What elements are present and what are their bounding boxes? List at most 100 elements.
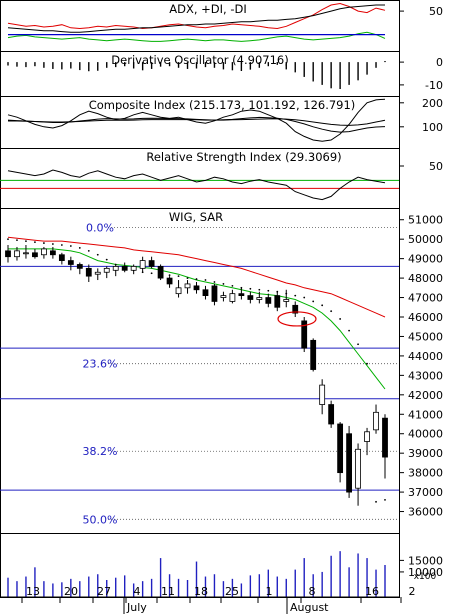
- y-tick-label: 48000: [408, 272, 443, 285]
- candle-up: [112, 266, 119, 271]
- candle-down: [76, 264, 83, 269]
- y-tick-label: 37000: [408, 486, 443, 499]
- adx-panel: ADX, +DI, -DI 50: [7, 2, 443, 42]
- y-tick-label: 10000: [408, 566, 443, 579]
- y-tick-label: 200: [422, 97, 443, 110]
- fibonacci-level-label: 23.6%: [83, 358, 118, 371]
- sar-dot: [339, 318, 342, 320]
- candle-down: [148, 260, 155, 267]
- y-tick-label: 50: [429, 160, 443, 173]
- candle-up: [14, 250, 20, 258]
- candle-down: [265, 297, 272, 304]
- sar-dot: [294, 294, 297, 297]
- candle-down: [166, 277, 173, 285]
- candle-up: [220, 295, 227, 298]
- candle-down: [49, 250, 56, 256]
- panel-frame-2: [0, 51, 400, 97]
- candle-up: [256, 297, 263, 300]
- y-tick-label: 47000: [408, 292, 443, 305]
- panel-frame-6: [0, 533, 400, 598]
- candle-up: [229, 293, 236, 302]
- sar-dot: [105, 258, 108, 261]
- candle-up: [94, 271, 101, 275]
- sar-dot: [357, 343, 359, 346]
- y-tick-label: 41000: [408, 408, 443, 421]
- sar-dot: [78, 247, 81, 249]
- candle-down: [328, 404, 335, 425]
- rsi-panel: Relative Strength Index (29.3069) 50: [0, 150, 443, 201]
- y-tick-label: 50000: [408, 233, 443, 246]
- sar-dot: [87, 249, 90, 252]
- x-tick-label: 16: [365, 585, 379, 598]
- chart-content: ADX, +DI, -DI 50 Derivative Oscillator (4.…: [0, 2, 443, 597]
- sar-dot: [150, 272, 153, 275]
- candle-down: [301, 320, 308, 349]
- candle-up: [41, 248, 47, 256]
- panel-frame-4: [0, 148, 400, 209]
- sar-dot: [213, 281, 216, 283]
- derivative-oscillator-panel: Derivative Oscillator (4.90716) 0 -10: [7, 53, 443, 92]
- sar-dot: [321, 304, 324, 307]
- sar-dot: [195, 278, 198, 280]
- candle-down: [211, 285, 218, 302]
- x-tick-label: 27: [97, 585, 111, 598]
- y-tick-label: 40000: [408, 428, 443, 441]
- month-label: July: [126, 601, 147, 614]
- composite-series-line-1: [7, 98, 386, 142]
- sar-dot: [258, 288, 261, 291]
- candle-down: [274, 295, 281, 308]
- sar-dot: [384, 498, 386, 501]
- y-tick-label: 50: [429, 5, 443, 18]
- sar-dot: [25, 240, 27, 243]
- candle-up: [355, 448, 361, 489]
- sar-dot: [366, 362, 368, 365]
- wig-price-panel: 0.0% 23.6% 38.2% 50.0% WIG, SAR 51000 50000 490…: [0, 210, 443, 526]
- month-label: August: [290, 601, 329, 614]
- sar-dot: [69, 245, 72, 247]
- sar-dot: [43, 242, 45, 244]
- adx-series-line-2: [7, 4, 385, 33]
- candle-up: [319, 384, 326, 405]
- candle-down: [157, 266, 164, 279]
- y-tick-label: 100: [422, 121, 443, 134]
- sar-dot: [16, 239, 18, 242]
- y-tick-label: 45000: [408, 330, 443, 343]
- sar-dot: [204, 279, 207, 281]
- composite-index-panel: Composite Index (215.173, 101.192, 126.7…: [7, 97, 443, 142]
- x-tick-label: 20: [64, 585, 78, 598]
- panel-title: Derivative Oscillator (4.90716): [111, 53, 288, 67]
- moving-average-green-line: [8, 248, 386, 390]
- sar-dot: [267, 289, 270, 292]
- sar-dot: [375, 500, 377, 503]
- y-tick-label: 36000: [408, 506, 443, 519]
- panel-title: Composite Index (215.173, 101.192, 126.7…: [89, 98, 356, 112]
- y-tick-label: -10: [425, 79, 443, 92]
- panel-title: Relative Strength Index (29.3069): [146, 150, 341, 164]
- x-tick-label: 1: [266, 585, 273, 598]
- panel-frame-5: [0, 208, 400, 534]
- chart-panels: [0, 0, 400, 598]
- candle-up: [103, 267, 110, 273]
- sar-dot: [312, 300, 315, 303]
- sar-dot: [186, 277, 189, 279]
- sar-dot: [34, 241, 36, 244]
- candle-up: [23, 252, 29, 255]
- candle-up: [139, 260, 146, 269]
- candle-up: [175, 287, 182, 295]
- y-tick-label: 49000: [408, 253, 443, 266]
- x-tick-label: 18: [194, 585, 208, 598]
- fibonacci-level-label: 50.0%: [83, 513, 118, 526]
- highlight-ellipse: [277, 311, 317, 327]
- x-tick-label: 2: [409, 585, 416, 598]
- sar-dot: [249, 287, 252, 290]
- panel-title: ADX, +DI, -DI: [169, 2, 247, 16]
- x-tick-label: 13: [26, 585, 40, 598]
- sar-dot: [51, 243, 54, 245]
- fibonacci-level-label: 38.2%: [83, 445, 118, 458]
- y-tick-label: 39000: [408, 447, 443, 460]
- y-tick-label: 44000: [408, 350, 443, 363]
- candle-down: [382, 417, 388, 458]
